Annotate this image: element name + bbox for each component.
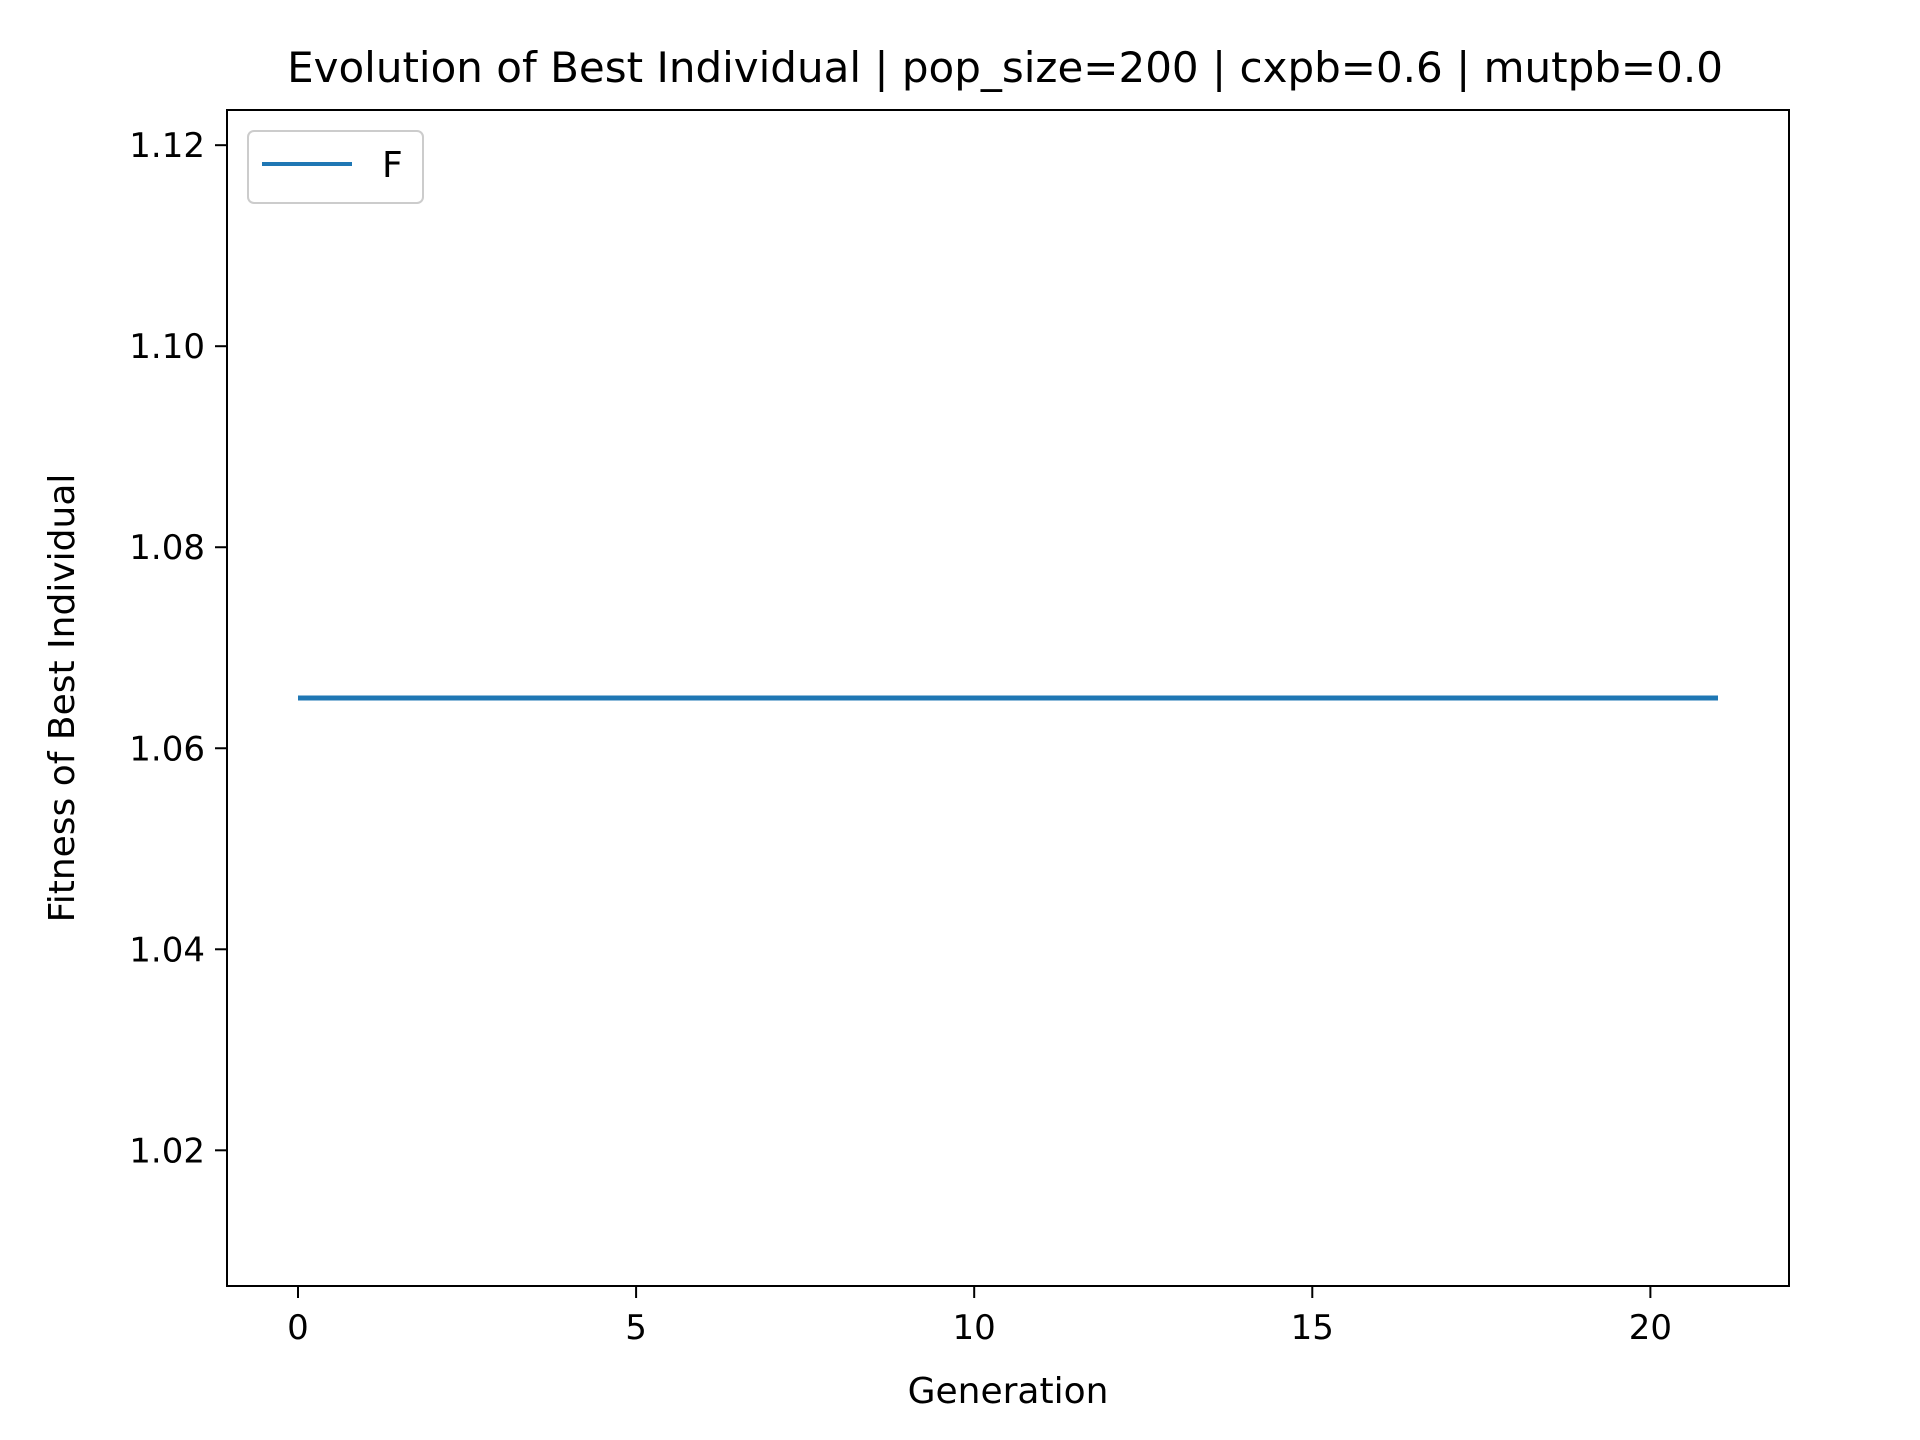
y-tick-label: 1.06 xyxy=(129,729,205,769)
y-tick-label: 1.04 xyxy=(129,930,205,970)
x-axis-label: Generation xyxy=(908,1371,1109,1412)
x-tick-label: 0 xyxy=(287,1308,309,1348)
y-axis-ticks: 1.02 1.04 1.06 1.08 1.10 1.12 xyxy=(129,126,227,1171)
chart-title: Evolution of Best Individual | pop_size=… xyxy=(287,43,1723,92)
y-tick-label: 1.08 xyxy=(129,528,205,568)
x-tick-label: 20 xyxy=(1629,1308,1672,1348)
axes-frame xyxy=(226,109,1790,1287)
legend-label-F: F xyxy=(382,145,403,186)
legend: F xyxy=(247,130,424,204)
x-tick-label: 5 xyxy=(625,1308,647,1348)
y-tick-label: 1.02 xyxy=(129,1131,205,1171)
y-tick-label: 1.10 xyxy=(129,327,205,367)
y-tick-label: 1.12 xyxy=(129,126,205,166)
x-axis-ticks: 0 5 10 15 20 xyxy=(287,1286,1672,1348)
x-tick-label: 10 xyxy=(953,1308,996,1348)
y-axis-label: Fitness of Best Individual xyxy=(42,474,83,923)
plot-area xyxy=(226,109,1790,1287)
x-tick-label: 15 xyxy=(1291,1308,1334,1348)
legend-box xyxy=(247,130,424,204)
